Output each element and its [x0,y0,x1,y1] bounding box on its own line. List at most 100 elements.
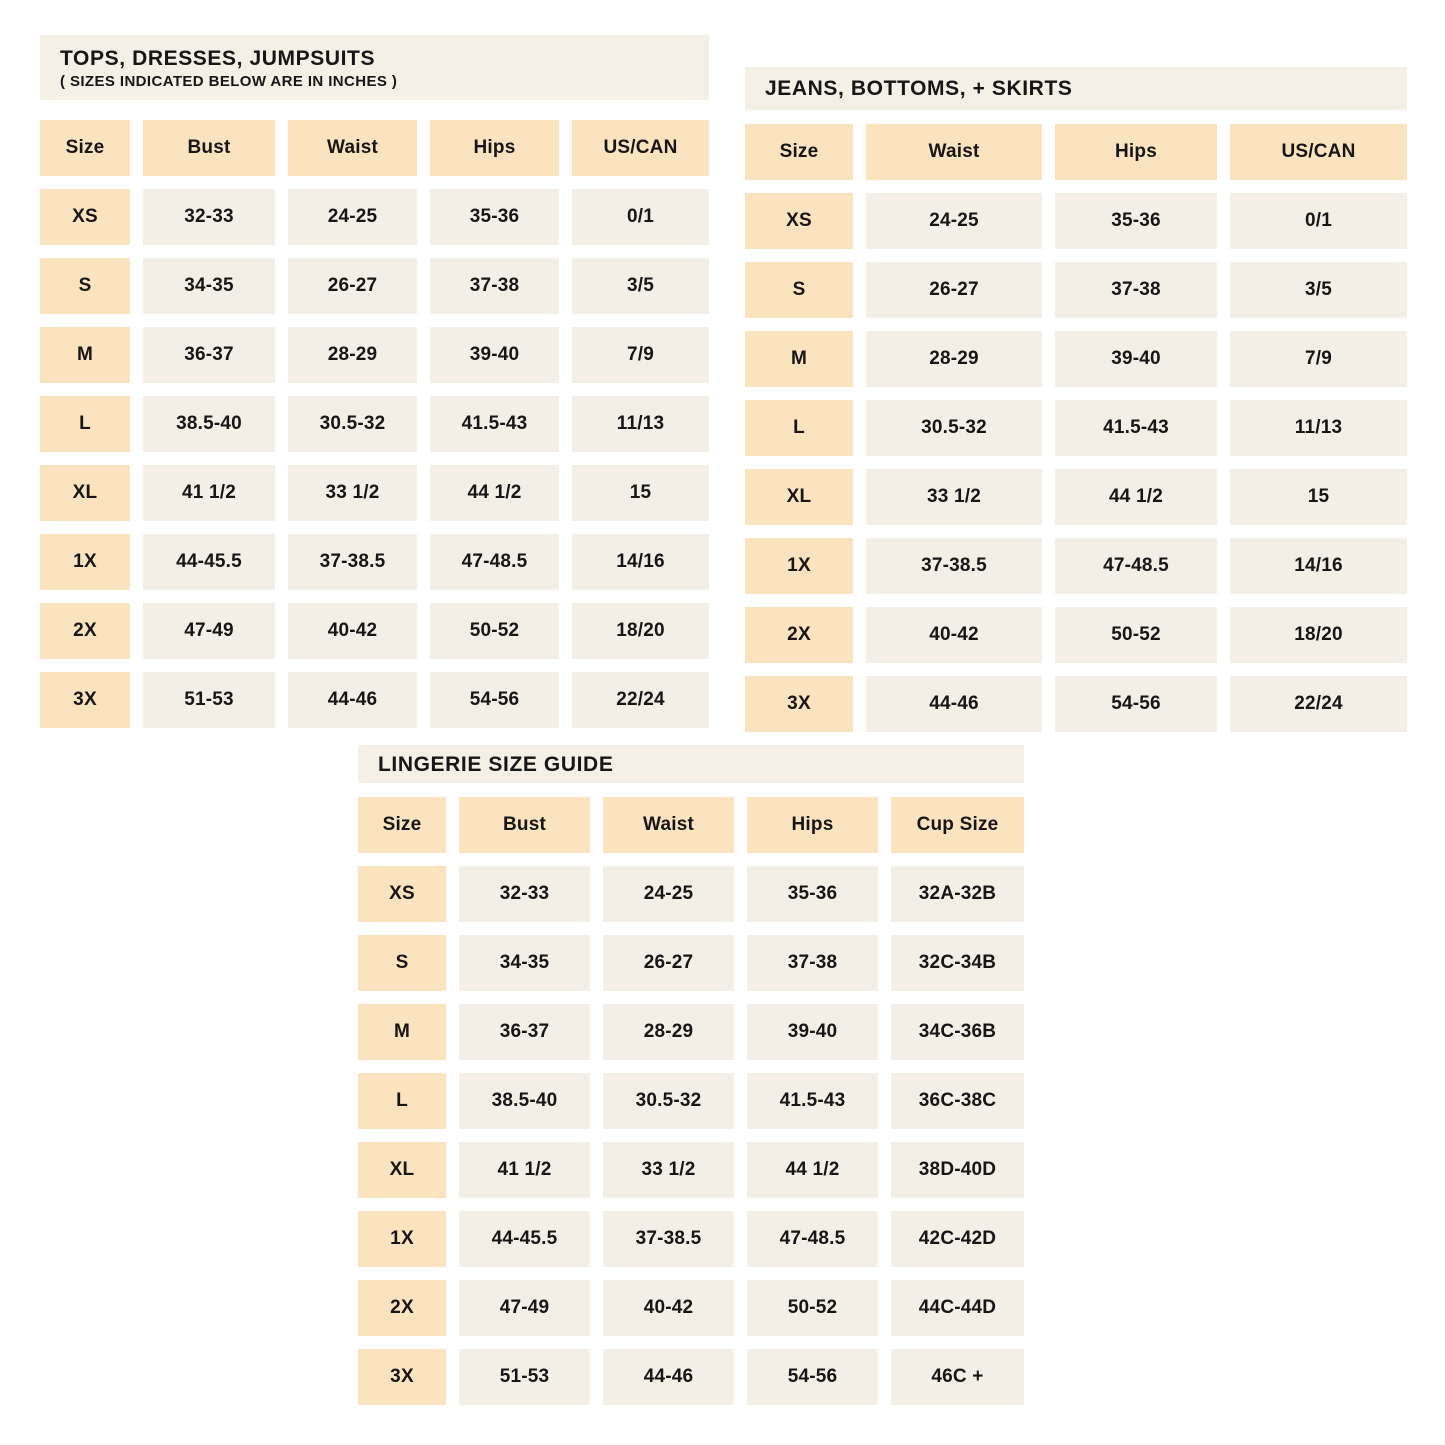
size-label-3x: 3X [745,676,853,732]
column-header-size: Size [40,120,130,176]
measurement-cell: 51-53 [459,1349,590,1405]
measurement-cell: 34-35 [459,935,590,991]
table-title: LINGERIE SIZE GUIDE [378,752,614,776]
measurement-cell: 37-38.5 [288,534,417,590]
size-label-2x: 2X [40,603,130,659]
size-label-1x: 1X [358,1211,446,1267]
measurement-cell: 47-48.5 [1055,538,1217,594]
measurement-cell: 44-46 [288,672,417,728]
measurement-cell: 34-35 [143,258,275,314]
measurement-cell: 47-49 [143,603,275,659]
measurement-cell: 35-36 [430,189,559,245]
measurement-cell: 30.5-32 [866,400,1042,456]
measurement-cell: 22/24 [572,672,709,728]
column-header-waist: Waist [288,120,417,176]
measurement-cell: 30.5-32 [603,1073,734,1129]
measurement-cell: 44-45.5 [143,534,275,590]
measurement-cell: 7/9 [572,327,709,383]
measurement-cell: 41.5-43 [747,1073,878,1129]
table-subtitle: ( SIZES INDICATED BELOW ARE IN INCHES ) [60,72,398,90]
measurement-cell: 24-25 [603,866,734,922]
size-label-xs: XS [745,193,853,249]
table-title-banner: TOPS, DRESSES, JUMPSUITS ( SIZES INDICAT… [40,35,709,100]
measurement-cell: 28-29 [603,1004,734,1060]
measurement-cell: 37-38 [747,935,878,991]
size-label-m: M [40,327,130,383]
measurement-cell: 37-38 [1055,262,1217,318]
measurement-cell: 26-27 [603,935,734,991]
size-label-xs: XS [358,866,446,922]
measurement-cell: 41.5-43 [1055,400,1217,456]
column-header-waist: Waist [866,124,1042,180]
measurement-cell: 22/24 [1230,676,1407,732]
measurement-cell: 51-53 [143,672,275,728]
measurement-cell: 33 1/2 [288,465,417,521]
measurement-cell: 47-48.5 [747,1211,878,1267]
size-table-jeans-bottoms-skirts: JEANS, BOTTOMS, + SKIRTS Size Waist Hips US… [745,67,1407,732]
measurement-cell: 3/5 [572,258,709,314]
measurement-cell: 50-52 [747,1280,878,1336]
measurement-cell: 15 [572,465,709,521]
measurement-cell: 44C-44D [891,1280,1024,1336]
measurement-cell: 37-38.5 [866,538,1042,594]
measurement-cell: 26-27 [288,258,417,314]
measurement-cell: 18/20 [1230,607,1407,663]
column-header-hips: Hips [747,797,878,853]
column-header-waist: Waist [603,797,734,853]
column-header-size: Size [358,797,446,853]
measurement-cell: 36C-38C [891,1073,1024,1129]
measurement-cell: 36-37 [143,327,275,383]
size-grid-jeans: Size Waist Hips US/CAN XS 24-25 35-36 0/1 S 26-27… [745,124,1407,732]
measurement-cell: 24-25 [288,189,417,245]
measurement-cell: 15 [1230,469,1407,525]
measurement-cell: 46C + [891,1349,1024,1405]
measurement-cell: 39-40 [430,327,559,383]
measurement-cell: 32-33 [459,866,590,922]
measurement-cell: 44-45.5 [459,1211,590,1267]
measurement-cell: 40-42 [866,607,1042,663]
column-header-bust: Bust [143,120,275,176]
measurement-cell: 41 1/2 [143,465,275,521]
table-title-banner: LINGERIE SIZE GUIDE [358,745,1024,783]
measurement-cell: 0/1 [1230,193,1407,249]
table-title-banner: JEANS, BOTTOMS, + SKIRTS [745,67,1407,110]
size-label-s: S [358,935,446,991]
column-header-size: Size [745,124,853,180]
column-header-hips: Hips [430,120,559,176]
size-label-m: M [358,1004,446,1060]
column-header-hips: Hips [1055,124,1217,180]
measurement-cell: 38D-40D [891,1142,1024,1198]
measurement-cell: 39-40 [747,1004,878,1060]
size-grid-tops: Size Bust Waist Hips US/CAN XS 32-33 24-25 35-36… [40,120,709,728]
measurement-cell: 33 1/2 [603,1142,734,1198]
measurement-cell: 18/20 [572,603,709,659]
measurement-cell: 54-56 [430,672,559,728]
measurement-cell: 47-49 [459,1280,590,1336]
measurement-cell: 47-48.5 [430,534,559,590]
measurement-cell: 32-33 [143,189,275,245]
measurement-cell: 14/16 [572,534,709,590]
measurement-cell: 14/16 [1230,538,1407,594]
measurement-cell: 35-36 [1055,193,1217,249]
measurement-cell: 26-27 [866,262,1042,318]
measurement-cell: 28-29 [288,327,417,383]
size-grid-lingerie: Size Bust Waist Hips Cup Size XS 32-33 24-25 35-… [358,797,1024,1405]
column-header-us-can: US/CAN [1230,124,1407,180]
measurement-cell: 44-46 [866,676,1042,732]
measurement-cell: 54-56 [747,1349,878,1405]
measurement-cell: 38.5-40 [143,396,275,452]
measurement-cell: 50-52 [1055,607,1217,663]
size-label-2x: 2X [358,1280,446,1336]
size-label-l: L [40,396,130,452]
measurement-cell: 44 1/2 [1055,469,1217,525]
size-label-s: S [40,258,130,314]
measurement-cell: 36-37 [459,1004,590,1060]
size-label-s: S [745,262,853,318]
measurement-cell: 24-25 [866,193,1042,249]
measurement-cell: 40-42 [603,1280,734,1336]
size-table-lingerie: LINGERIE SIZE GUIDE Size Bust Waist Hips Cup… [358,745,1024,1405]
measurement-cell: 0/1 [572,189,709,245]
measurement-cell: 37-38 [430,258,559,314]
measurement-cell: 44 1/2 [430,465,559,521]
measurement-cell: 37-38.5 [603,1211,734,1267]
